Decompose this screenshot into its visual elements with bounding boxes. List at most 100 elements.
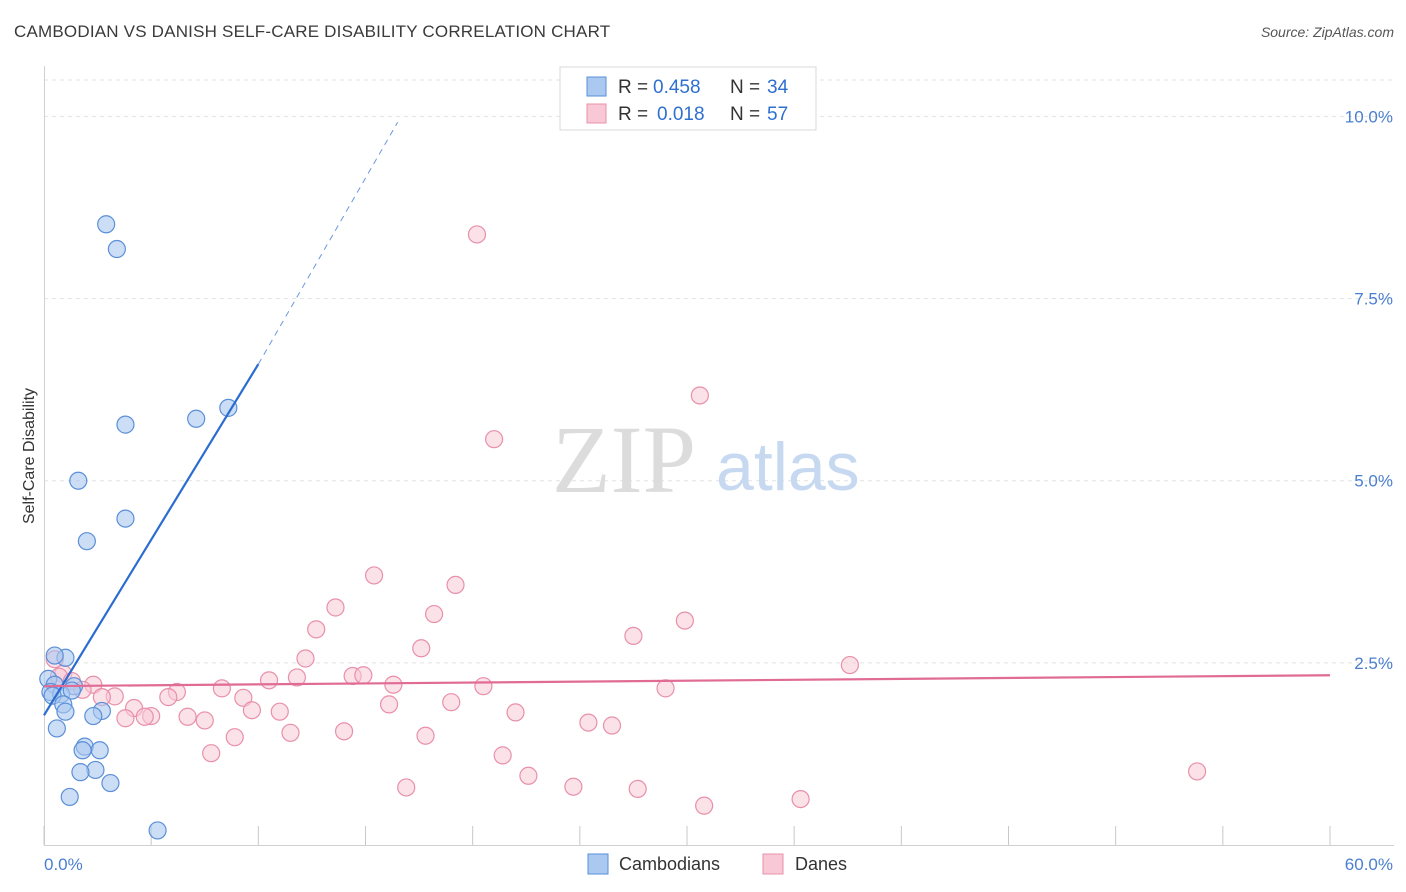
- gridlines: [44, 79, 1394, 664]
- series-legend: Cambodians Danes: [587, 853, 847, 875]
- danes-point: [326, 598, 345, 617]
- danes-point: [564, 777, 583, 796]
- danes-point: [270, 702, 289, 721]
- cambodians-point: [97, 215, 116, 234]
- danes-point: [416, 726, 435, 745]
- danes-point: [485, 430, 504, 449]
- cambodians-point: [107, 239, 126, 259]
- legend-r-label-1: R =: [618, 77, 648, 98]
- x-axis-ticks: [43, 826, 1331, 845]
- danes-point: [281, 723, 300, 742]
- danes-point: [234, 688, 253, 707]
- watermark: ZIP atlas: [552, 406, 860, 513]
- danes-point: [695, 796, 714, 815]
- bottom-legend-label-cambodians: Cambodians: [619, 854, 720, 874]
- legend-r-value-2: 0.018: [657, 104, 705, 125]
- danes-point: [519, 766, 538, 785]
- danes-point: [334, 722, 354, 741]
- x-tick-label-min: 0.0%: [44, 855, 83, 874]
- cambodians-point: [148, 821, 167, 840]
- danes-point: [259, 671, 279, 690]
- legend-n-value-2: 57: [767, 104, 788, 125]
- danes-point: [225, 728, 244, 747]
- danes-point: [307, 620, 326, 639]
- trend-lines: [43, 122, 1331, 716]
- y-tick-label: 5.0%: [1354, 472, 1393, 491]
- legend-n-value-1: 34: [767, 77, 789, 98]
- danes-point: [424, 604, 444, 624]
- danes-point: [474, 677, 493, 696]
- danes-point: [506, 703, 525, 722]
- danes-trend-line: [43, 674, 1331, 688]
- cambodians-point: [71, 763, 90, 782]
- y-tick-label: 10.0%: [1345, 107, 1393, 126]
- cambodians-point: [77, 532, 96, 551]
- danes-point: [354, 666, 373, 685]
- danes-point: [493, 746, 512, 765]
- danes-point: [379, 695, 399, 714]
- danes-point: [791, 789, 810, 809]
- cambodians-point: [69, 471, 88, 490]
- danes-point: [412, 639, 431, 658]
- danes-point: [675, 611, 694, 630]
- cambodians-point: [56, 702, 75, 721]
- cambodians-point: [47, 719, 66, 738]
- cambodians-trend-extension: [257, 122, 399, 365]
- danes-point: [116, 709, 135, 728]
- watermark-zip: ZIP: [552, 406, 696, 513]
- legend-r-value-1: 0.458: [653, 77, 701, 98]
- bottom-legend-swatch-cambodians: [587, 853, 609, 875]
- y-tick-label: 7.5%: [1354, 290, 1393, 309]
- danes-point: [296, 649, 315, 668]
- stats-legend: R = 0.458 N = 34 R = 0.018 N = 57: [559, 66, 817, 131]
- y-tick-label: 2.5%: [1354, 654, 1393, 673]
- danes-point: [212, 679, 231, 698]
- cambodians-point: [60, 787, 79, 807]
- danes-point: [287, 668, 307, 687]
- legend-n-label-2: N =: [730, 104, 760, 125]
- danes-point: [602, 716, 622, 735]
- y-axis-label: Self-Care Disability: [21, 388, 38, 524]
- source-credit: Source: ZipAtlas.com: [1260, 24, 1394, 40]
- watermark-atlas: atlas: [716, 429, 860, 505]
- danes-point: [195, 711, 214, 730]
- danes-point: [628, 779, 647, 799]
- y-tick-labels: 2.5% 5.0% 7.5% 10.0%: [1345, 107, 1393, 672]
- danes-point: [202, 744, 221, 763]
- danes-point: [242, 701, 262, 720]
- cambodians-point: [116, 415, 135, 434]
- cambodians-trend-line: [43, 363, 260, 716]
- danes-point: [446, 575, 465, 595]
- chart-title: CAMBODIAN VS DANISH SELF-CARE DISABILITY…: [14, 22, 611, 41]
- danes-point: [690, 386, 709, 405]
- cambodians-point: [219, 398, 238, 417]
- danes-point: [178, 707, 197, 726]
- danes-point: [467, 225, 487, 244]
- danes-point: [579, 713, 598, 732]
- danes-point: [159, 687, 178, 707]
- danes-point: [135, 707, 154, 726]
- danes-point: [840, 655, 859, 675]
- cambodians-point: [73, 741, 92, 760]
- legend-swatch-cambodians: [586, 76, 607, 97]
- danes-point: [364, 566, 384, 585]
- bottom-legend-swatch-danes: [762, 853, 784, 875]
- cambodians-point: [84, 706, 103, 726]
- danes-point: [624, 626, 643, 646]
- cambodians-point: [45, 646, 64, 665]
- danes-point: [656, 679, 675, 698]
- cambodians-point: [101, 773, 120, 793]
- legend-swatch-danes: [586, 103, 607, 124]
- cambodians-point: [90, 741, 109, 760]
- danes-point: [384, 675, 403, 694]
- cambodians-point: [86, 760, 105, 780]
- danes-point: [1188, 762, 1207, 781]
- cambodians-point: [187, 409, 206, 428]
- cambodians-points: [39, 215, 238, 840]
- bottom-legend-label-danes: Danes: [795, 854, 847, 874]
- danes-point: [397, 778, 416, 797]
- x-tick-label-max: 60.0%: [1345, 855, 1393, 874]
- danes-points: [45, 225, 1207, 815]
- cambodians-point: [116, 509, 135, 528]
